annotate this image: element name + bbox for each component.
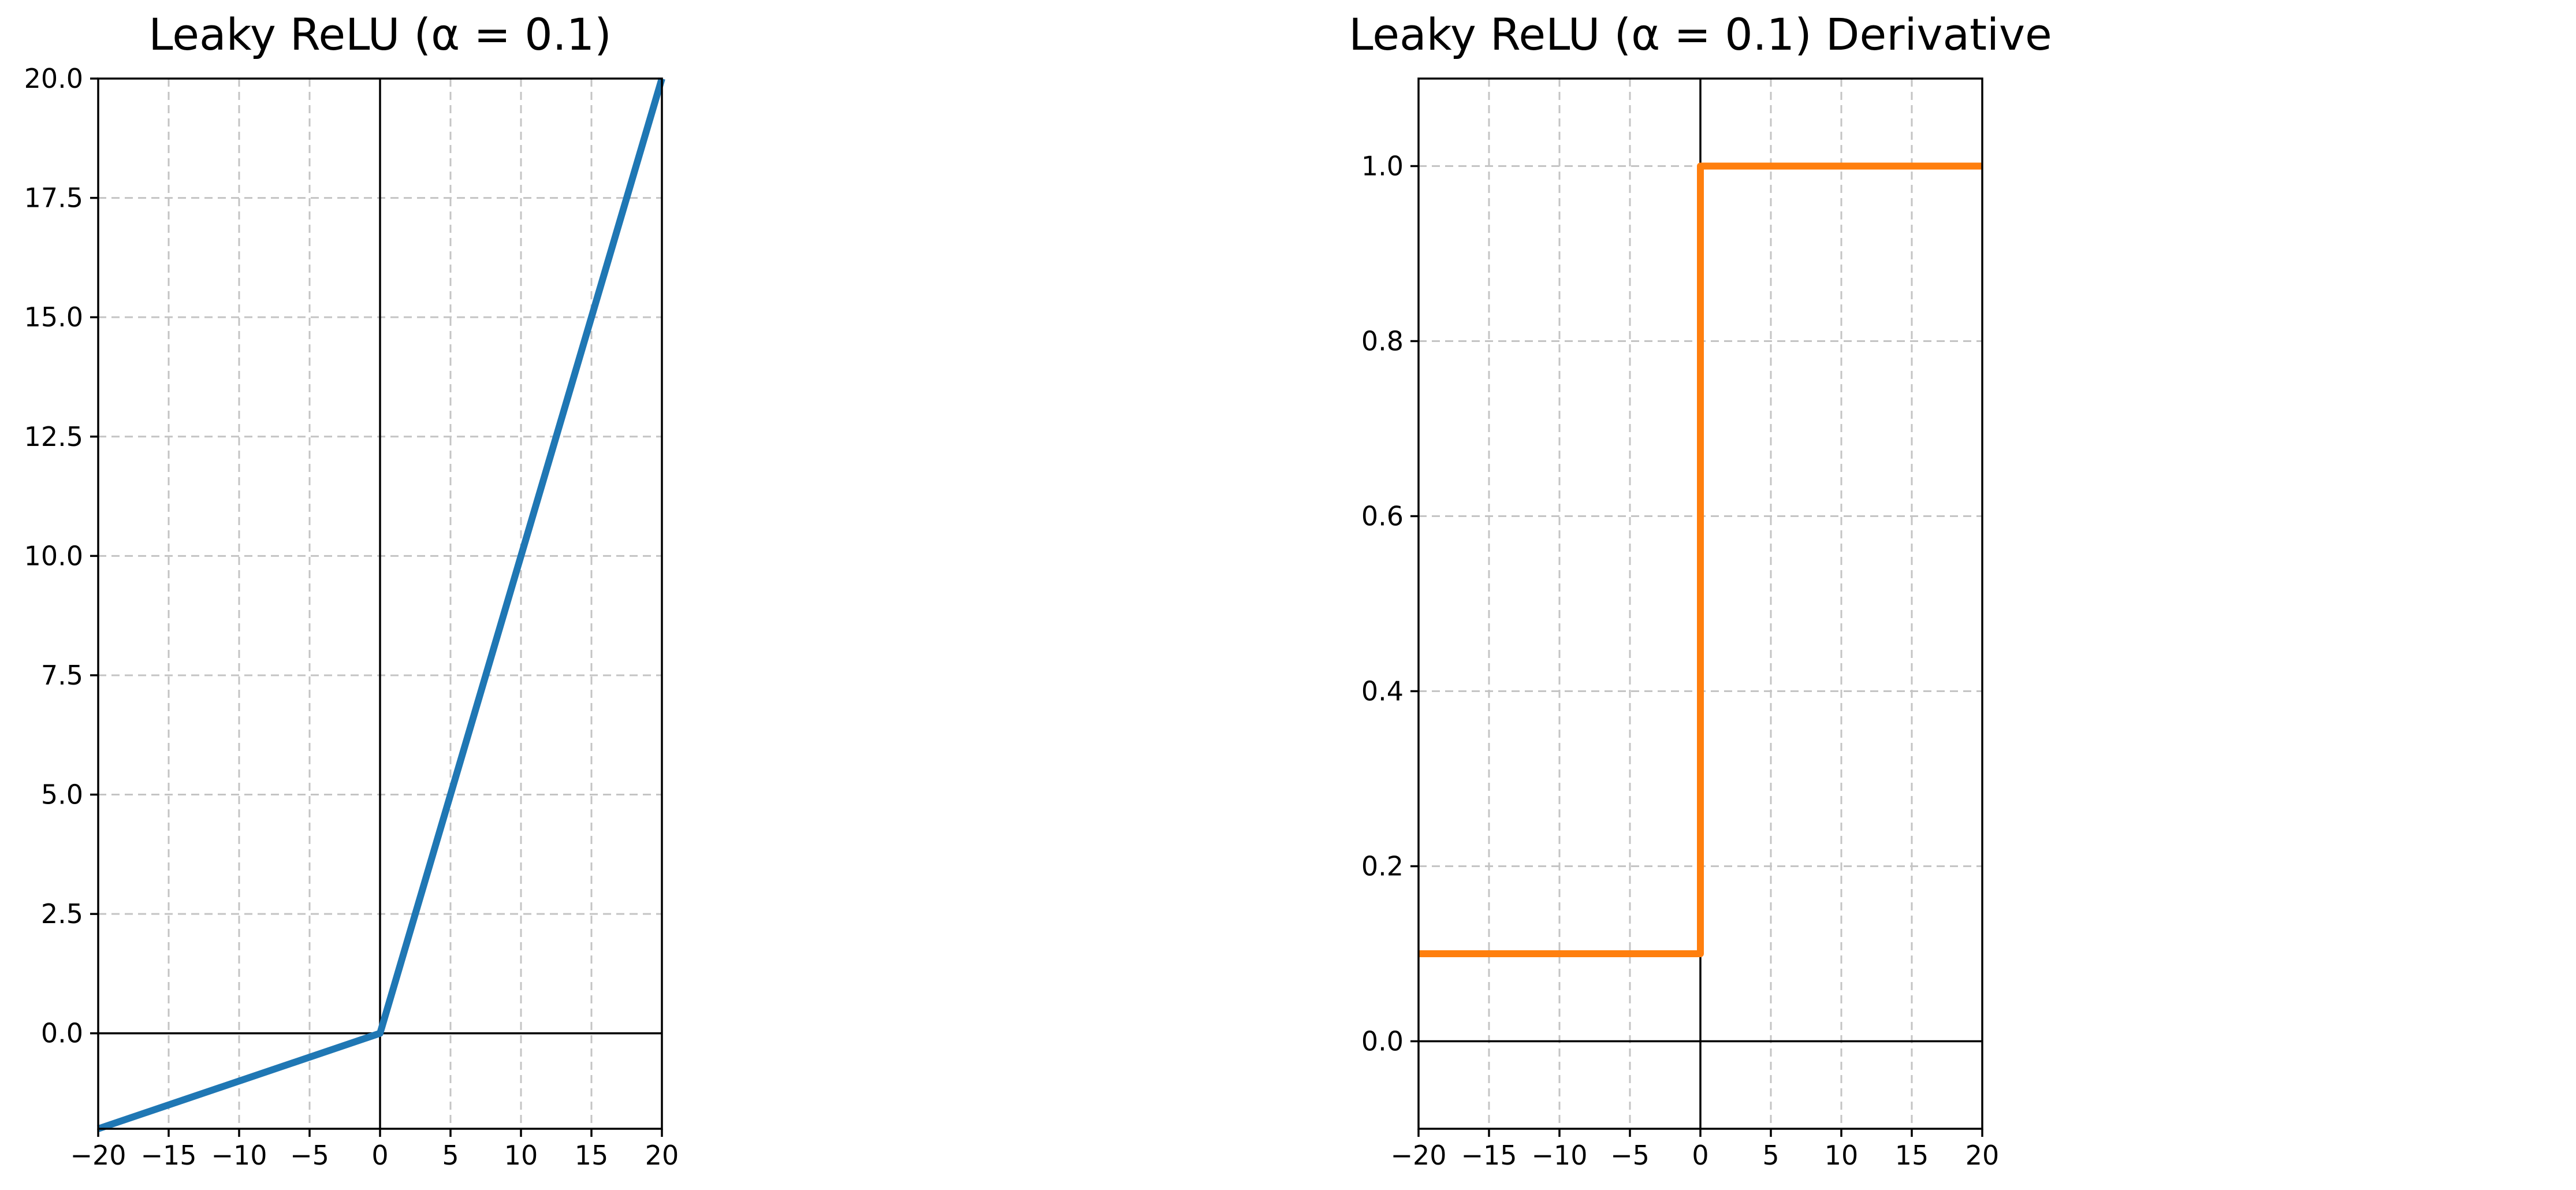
x-tick-label: −5 — [1610, 1140, 1650, 1171]
leaky-relu-derivative-chart: Leaky ReLU (α = 0.1) Derivative −20 −15 −1… — [1349, 9, 2052, 1171]
y-tick-label: 0.2 — [1361, 851, 1404, 882]
x-tick-label: −5 — [290, 1140, 329, 1171]
y-tick-label: 0.8 — [1361, 326, 1404, 357]
x-tick-label: −10 — [211, 1140, 267, 1171]
y-tick-label: 2.5 — [41, 898, 83, 929]
y-tick-label: 12.5 — [24, 421, 83, 452]
y-tick-label: 1.0 — [1361, 151, 1404, 182]
y-tick-label: 0.0 — [41, 1018, 83, 1049]
chart-title: Leaky ReLU (α = 0.1) Derivative — [1349, 9, 2052, 60]
x-tick-label: 5 — [442, 1140, 459, 1171]
x-tick-label: −20 — [70, 1140, 126, 1171]
y-tick-label: 7.5 — [41, 660, 83, 691]
series-line — [97, 77, 665, 1132]
x-tick-label: 20 — [1965, 1140, 2000, 1171]
y-tick-label: 5.0 — [41, 779, 83, 810]
series-line — [1419, 162, 1982, 957]
y-tick-label: 20.0 — [24, 63, 83, 94]
y-tick-label: 0.0 — [1361, 1026, 1404, 1057]
chart-title: Leaky ReLU (α = 0.1) — [148, 9, 612, 60]
x-tick-label: 10 — [1825, 1140, 1859, 1171]
x-tick-label: −20 — [1390, 1140, 1446, 1171]
x-tick-label: 0 — [1692, 1140, 1708, 1171]
y-tick-label: 0.6 — [1361, 501, 1404, 532]
x-tick-label: 5 — [1762, 1140, 1779, 1171]
x-tick-label: −15 — [140, 1140, 196, 1171]
x-tick-label: −15 — [1461, 1140, 1517, 1171]
y-tick-label: 17.5 — [24, 183, 83, 214]
leaky-relu-chart: Leaky ReLU (α = 0.1) −20 −15 −10 −5 0 5 10 15 20… — [24, 9, 679, 1171]
x-tick-label: 15 — [575, 1140, 609, 1171]
x-tick-label: −10 — [1531, 1140, 1587, 1171]
x-tick-label: 0 — [371, 1140, 388, 1171]
y-tick-label: 10.0 — [24, 540, 83, 571]
y-tick-label: 15.0 — [24, 302, 83, 333]
x-tick-label: 20 — [645, 1140, 679, 1171]
x-tick-label: 15 — [1895, 1140, 1929, 1171]
x-tick-label: 10 — [504, 1140, 538, 1171]
y-tick-label: 0.4 — [1361, 676, 1404, 707]
